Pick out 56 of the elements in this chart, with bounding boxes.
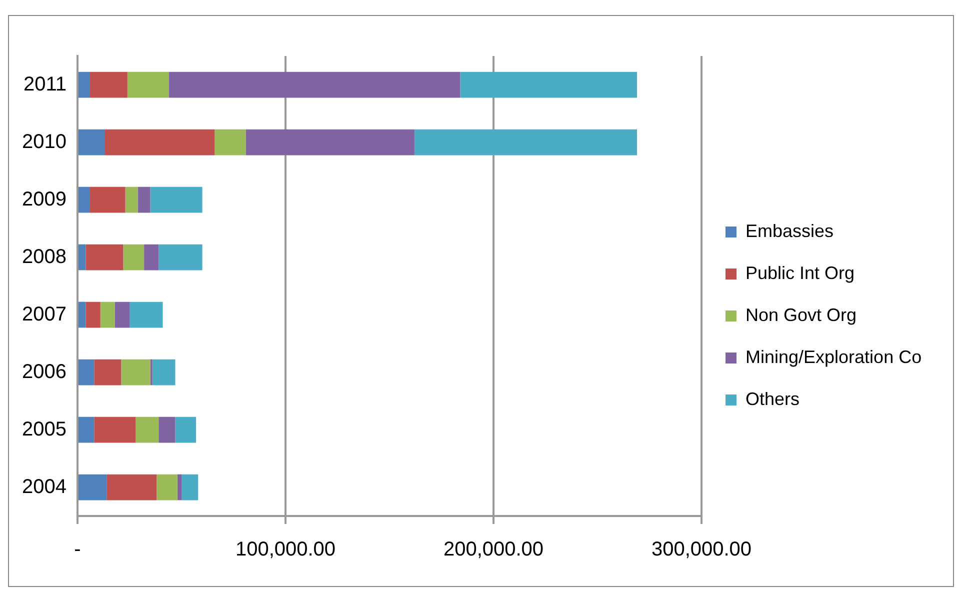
bar — [181, 474, 198, 500]
x-tick-label: - — [74, 538, 81, 561]
bar — [78, 474, 107, 500]
bar — [114, 302, 130, 328]
legend-label: Others — [746, 388, 800, 409]
bar — [90, 186, 126, 213]
bar — [156, 474, 178, 500]
bar — [460, 72, 638, 98]
bar — [144, 244, 159, 270]
x-tick-label: 200,000.00 — [443, 538, 544, 561]
x-tick-label: 100,000.00 — [235, 538, 336, 561]
legend-label: Public Int Org — [746, 262, 855, 283]
bar — [177, 474, 182, 500]
bar — [78, 302, 86, 328]
bar — [169, 72, 460, 98]
bar — [78, 72, 90, 98]
y-tick-label: 2010 — [22, 130, 66, 153]
bar — [123, 244, 144, 270]
bar — [78, 129, 105, 156]
bar — [129, 302, 163, 328]
bar — [121, 359, 150, 386]
bar — [214, 129, 246, 156]
y-tick-label: 2009 — [22, 188, 66, 210]
legend-label: Mining/Exploration Co — [746, 346, 922, 367]
x-tick-label: 300,000.00 — [651, 538, 752, 561]
y-tick-label: 2006 — [22, 360, 66, 383]
y-tick-label: 2008 — [22, 246, 66, 268]
bar — [78, 359, 94, 386]
bar — [138, 186, 150, 213]
bar — [125, 186, 138, 213]
bar — [104, 129, 215, 156]
bar — [152, 359, 176, 386]
bar — [100, 302, 115, 328]
bar — [246, 129, 414, 156]
bar — [136, 416, 159, 443]
bar — [158, 244, 202, 270]
bar — [78, 186, 90, 213]
y-tick-label: 2005 — [22, 418, 66, 440]
bar — [86, 244, 124, 270]
bar — [90, 72, 128, 98]
bar — [175, 416, 196, 443]
y-tick-label: 2007 — [22, 303, 66, 326]
bar — [158, 416, 176, 443]
bar — [94, 416, 136, 443]
legend-label: Non Govt Org — [746, 304, 857, 325]
bar — [78, 244, 86, 270]
bar — [414, 129, 638, 156]
y-tick-label: 2004 — [22, 476, 66, 498]
bar — [106, 474, 157, 500]
bar — [78, 416, 94, 443]
bar — [127, 72, 170, 98]
bar — [150, 186, 202, 213]
legend-label: Embassies — [746, 220, 834, 241]
bar — [86, 302, 100, 328]
y-tick-label: 2011 — [23, 73, 66, 96]
bar — [94, 359, 122, 386]
